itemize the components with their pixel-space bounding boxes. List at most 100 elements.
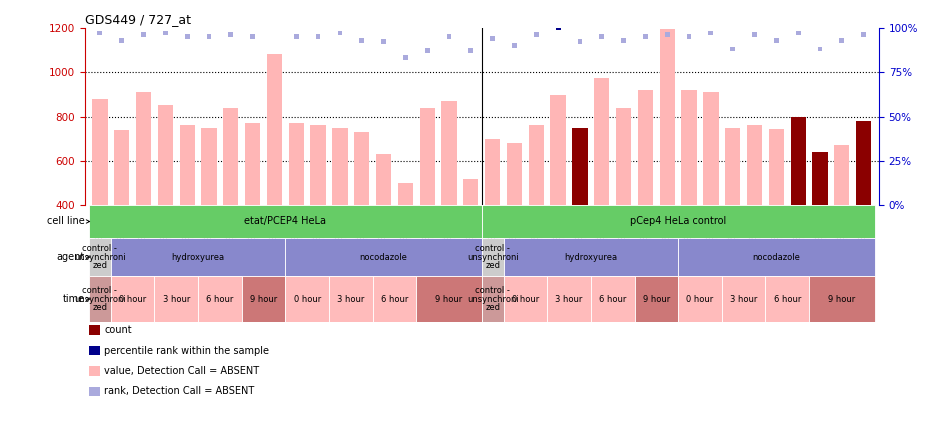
Point (660, 32, 675, 38)
Point (791, 30, 806, 37)
Bar (286, 238, 481, 276)
Bar (507, 143, 522, 294)
Text: hydroxyurea: hydroxyurea (564, 253, 618, 262)
Text: 3 hour: 3 hour (337, 294, 365, 303)
Bar (180, 125, 195, 294)
Bar (481, 205, 874, 238)
Point (224, 32, 239, 38)
Point (682, 33, 697, 40)
Bar (114, 130, 130, 294)
Text: 9 hour: 9 hour (828, 294, 855, 303)
Bar (634, 276, 678, 322)
Text: etat/PCEP4 HeLa: etat/PCEP4 HeLa (244, 216, 326, 227)
Bar (201, 128, 216, 294)
Point (136, 32, 151, 38)
Bar (660, 29, 675, 294)
Point (835, 37, 850, 43)
Bar (485, 139, 500, 294)
Point (485, 35, 500, 42)
Text: time: time (63, 294, 85, 304)
Point (92, 30, 107, 37)
Bar (245, 123, 260, 294)
Point (114, 37, 129, 43)
Bar (92, 99, 107, 294)
Bar (223, 108, 239, 294)
Bar (812, 152, 827, 294)
Text: 0 hour: 0 hour (119, 294, 147, 303)
Bar (89, 205, 481, 238)
Text: 3 hour: 3 hour (556, 294, 583, 303)
Bar (198, 276, 242, 322)
Point (463, 47, 478, 54)
Point (310, 33, 325, 40)
Bar (722, 276, 765, 322)
Bar (769, 129, 784, 294)
Bar (765, 276, 809, 322)
Point (354, 37, 369, 43)
Point (267, 21, 282, 28)
Point (158, 30, 173, 37)
Text: 9 hour: 9 hour (435, 294, 462, 303)
Bar (111, 276, 154, 322)
Bar (551, 95, 566, 294)
Bar (594, 78, 609, 294)
Bar (111, 238, 286, 276)
Point (245, 33, 260, 40)
Bar (372, 276, 416, 322)
Bar (398, 183, 413, 294)
Point (747, 32, 762, 38)
Bar (286, 276, 329, 322)
Text: 9 hour: 9 hour (643, 294, 670, 303)
Bar (329, 276, 372, 322)
Bar (89, 238, 111, 276)
Bar (725, 128, 741, 294)
Text: count: count (104, 325, 132, 335)
Point (507, 42, 522, 49)
Point (812, 46, 827, 52)
Point (376, 38, 391, 45)
Text: control -
unsynchroni
zed: control - unsynchroni zed (467, 244, 519, 270)
Text: 6 hour: 6 hour (774, 294, 801, 303)
Point (594, 33, 609, 40)
Point (419, 47, 434, 54)
Bar (504, 238, 678, 276)
Bar (504, 276, 547, 322)
Point (398, 55, 413, 61)
Bar (376, 154, 391, 294)
Text: pCep4 HeLa control: pCep4 HeLa control (630, 216, 727, 227)
Point (333, 30, 348, 37)
Text: agent: agent (56, 252, 85, 262)
Bar (528, 125, 544, 294)
Point (725, 46, 740, 52)
Bar (616, 108, 632, 294)
Bar (136, 92, 151, 294)
Bar (791, 117, 806, 294)
Bar (809, 276, 874, 322)
Bar (856, 121, 871, 294)
Text: 0 hour: 0 hour (511, 294, 539, 303)
Point (180, 33, 195, 40)
Point (529, 32, 544, 38)
Bar (572, 128, 588, 294)
Text: 3 hour: 3 hour (163, 294, 190, 303)
Text: 9 hour: 9 hour (250, 294, 277, 303)
Text: 3 hour: 3 hour (730, 294, 758, 303)
Text: 6 hour: 6 hour (206, 294, 233, 303)
Bar (158, 105, 173, 294)
Point (572, 38, 588, 45)
Bar (463, 178, 478, 294)
Point (638, 33, 653, 40)
Point (703, 30, 718, 37)
Point (201, 33, 216, 40)
Text: nocodazole: nocodazole (752, 253, 800, 262)
Bar (332, 128, 348, 294)
Text: 0 hour: 0 hour (293, 294, 321, 303)
Bar (747, 125, 762, 294)
Bar (703, 92, 718, 294)
Bar (547, 276, 591, 322)
Point (289, 33, 304, 40)
Point (856, 32, 871, 38)
Text: control -
unsynchroni
zed: control - unsynchroni zed (467, 286, 519, 312)
Text: control -
unsynchroni
zed: control - unsynchroni zed (74, 244, 126, 270)
Bar (678, 276, 722, 322)
